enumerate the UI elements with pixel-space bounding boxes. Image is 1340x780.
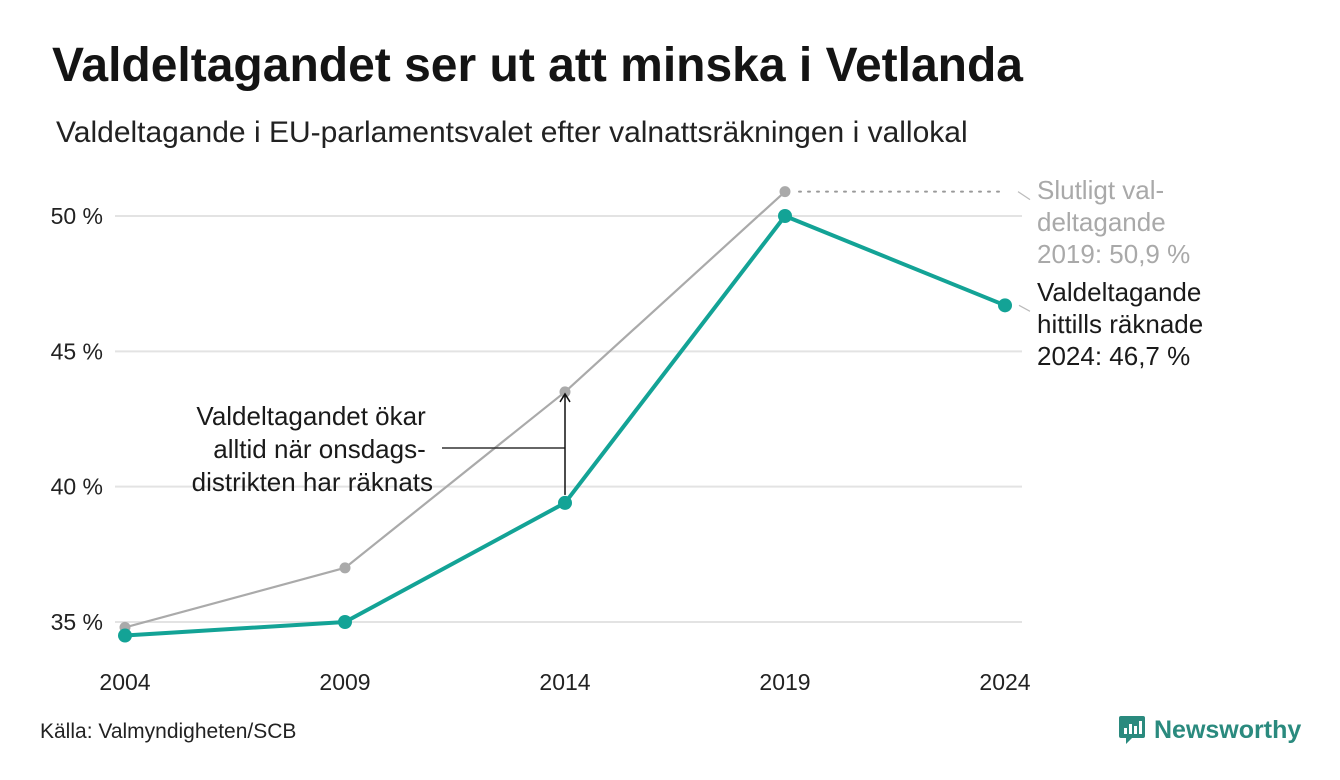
- counted-annotation-line-1: Valdeltagande: [1037, 277, 1201, 307]
- wednesday-annotation-line-1: Valdeltagandet ökar: [196, 401, 426, 431]
- final-annotation: Slutligt val- deltagande 2019: 50,9 %: [1037, 175, 1190, 269]
- annotations: Slutligt val- deltagande 2019: 50,9 % Va…: [192, 175, 1210, 497]
- data-point-counted: [118, 628, 132, 643]
- series: [118, 186, 1012, 643]
- final-annotation-line-3: 2019: 50,9 %: [1037, 239, 1190, 269]
- data-point-final: [339, 562, 351, 574]
- wednesday-arrowhead: [559, 392, 571, 403]
- wednesday-annotation-line-2: alltid när onsdags-: [213, 434, 425, 464]
- x-tick-label: 2024: [979, 669, 1030, 695]
- counted-label-connector: [1018, 304, 1031, 312]
- data-point-counted: [778, 209, 792, 223]
- y-tick-label: 40 %: [51, 474, 103, 500]
- gridlines: [115, 215, 1022, 623]
- final-label-connector: [1017, 191, 1031, 201]
- counted-annotation: Valdeltagande hittills räknade 2024: 46,…: [1037, 277, 1210, 371]
- counted-annotation-line-2: hittills räknade: [1037, 309, 1203, 339]
- newsworthy-logo-icon: [1119, 716, 1145, 744]
- x-tick-label: 2019: [759, 669, 810, 695]
- source-note: Källa: Valmyndigheten/SCB: [40, 720, 297, 743]
- chart-subtitle: Valdeltagande i EU-parlamentsvalet efter…: [56, 116, 968, 149]
- final-annotation-line-1: Slutligt val-: [1037, 175, 1164, 205]
- counted-annotation-line-3: 2024: 46,7 %: [1037, 341, 1190, 371]
- brand-logo: Newsworthy: [1118, 714, 1301, 746]
- x-tick-label: 2014: [539, 669, 590, 695]
- y-tick-label: 35 %: [51, 609, 103, 635]
- line-chart: 35 % 40 % 45 % 50 % 2004 2009 2014 2019 2024 Sl…: [51, 175, 1210, 695]
- y-tick-label: 45 %: [51, 338, 103, 364]
- x-tick-label: 2009: [319, 669, 370, 695]
- series-line-final: [124, 190, 786, 629]
- data-point-counted: [338, 615, 352, 629]
- wednesday-annotation: Valdeltagandet ökar alltid när onsdags- …: [192, 401, 433, 497]
- brand-name: Newsworthy: [1154, 715, 1302, 744]
- wednesday-annotation-line-3: distrikten har räknats: [192, 467, 433, 497]
- data-point-final: [779, 186, 791, 198]
- data-point-counted: [558, 495, 572, 510]
- data-point-final: [559, 386, 571, 398]
- x-tick-label: 2004: [99, 669, 150, 695]
- x-axis-ticks: 2004 2009 2014 2019 2024: [99, 669, 1030, 695]
- final-annotation-line-2: deltagande: [1037, 207, 1166, 237]
- chart-title: Valdeltagandet ser ut att minska i Vetla…: [52, 39, 1023, 92]
- y-axis-ticks: 35 % 40 % 45 % 50 %: [51, 203, 103, 635]
- y-tick-label: 50 %: [51, 203, 103, 229]
- data-point-counted: [998, 298, 1012, 313]
